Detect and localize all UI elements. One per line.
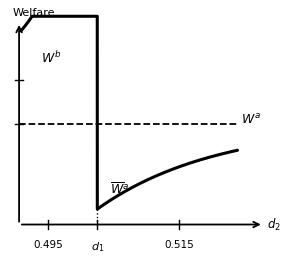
Text: $W^b$: $W^b$	[40, 51, 61, 66]
Text: $\overline{W}^a$: $\overline{W}^a$	[110, 182, 130, 198]
Text: 0.495: 0.495	[34, 240, 63, 250]
Text: Welfare: Welfare	[13, 8, 55, 18]
Text: d$_1$: d$_1$	[91, 240, 104, 254]
Text: 0.515: 0.515	[164, 240, 194, 250]
Text: d$_2$: d$_2$	[267, 216, 281, 233]
Text: $W^a$: $W^a$	[241, 113, 261, 127]
